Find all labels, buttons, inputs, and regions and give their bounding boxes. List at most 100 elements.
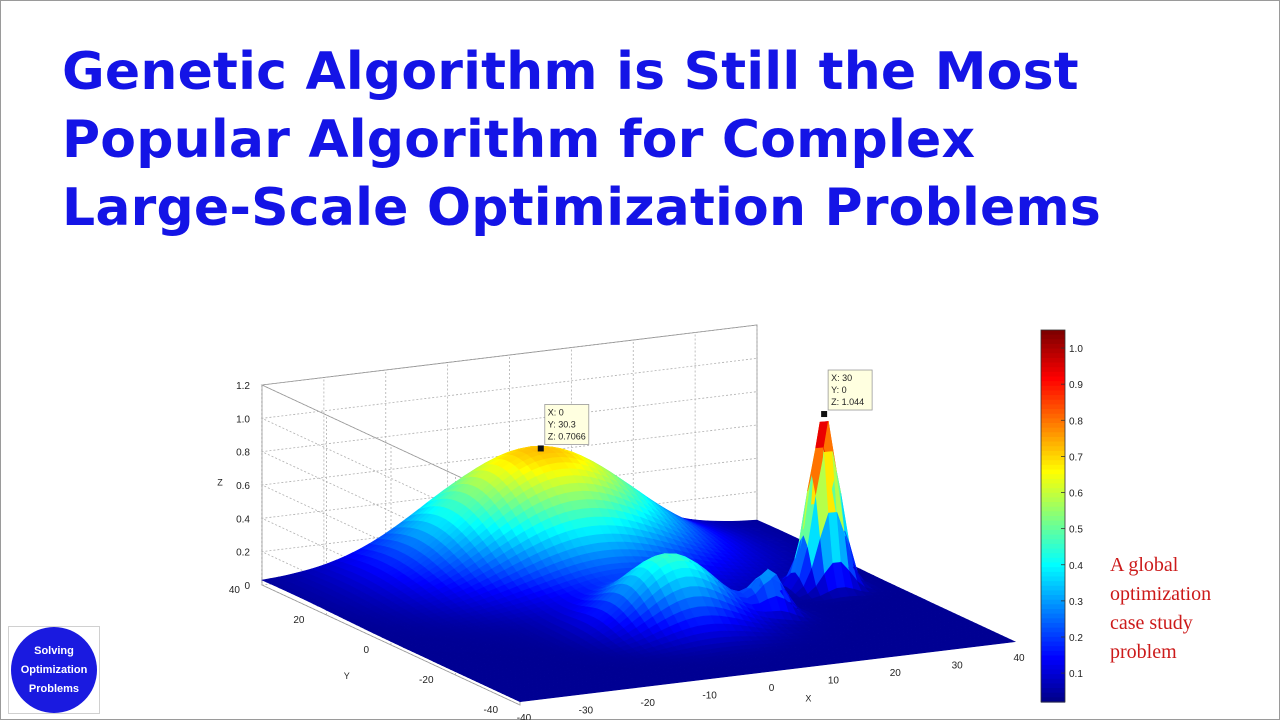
colorbar-segment [1041,613,1065,619]
y-tick-label: 40 [229,585,241,596]
colorbar-segment [1041,609,1065,615]
colorbar-segment [1041,502,1065,508]
colorbar-segment [1041,595,1065,601]
datatip-marker [537,445,544,452]
colorbar-segment [1041,590,1065,596]
logo-disk: Solving Optimization Problems [11,627,97,713]
colorbar-segment [1041,432,1065,438]
caption-line-4: problem [1110,641,1177,663]
y-tick-label: 20 [293,615,305,626]
y-tick-label: -40 [484,705,499,716]
colorbar-segment [1041,692,1065,698]
colorbar-segment [1041,497,1065,503]
colorbar-segment [1041,404,1065,410]
z-grid-line [260,357,758,539]
z-tick-label: 1.2 [236,381,250,392]
colorbar-tick-label: 0.4 [1069,561,1083,572]
colorbar-segment [1041,367,1065,373]
colorbar-segment [1041,460,1065,466]
colorbar-segment [1041,409,1065,415]
colorbar-segment [1041,548,1065,554]
title-line-1: Genetic Algorithm is Still the Most [62,42,1079,102]
colorbar-segment [1041,627,1065,633]
colorbar-segment [1041,348,1065,354]
x-tick-label: 20 [890,668,902,679]
y-axis-label: Y [344,671,350,681]
z-tick-label: 0.2 [236,548,250,559]
datatip-marker [821,411,828,418]
colorbar-segment [1041,474,1065,480]
x-tick-label: 10 [828,676,840,687]
colorbar-segment [1041,469,1065,475]
colorbar: 0.1 0.2 0.3 0.4 0.5 0.6 0.7 0.8 0.9 1.0 [1040,329,1083,703]
colorbar-segment [1041,390,1065,396]
surface-mesh [260,421,1017,703]
x-axis-label: X [805,693,811,703]
colorbar-tick-label: 0.7 [1069,452,1083,463]
colorbar-segment [1041,618,1065,624]
z-axis-label: Z [217,478,223,488]
colorbar-segment [1041,678,1065,684]
caption: A global optimization case study problem [1110,551,1260,667]
title-line-3: Large-Scale Optimization Problems [62,178,1102,238]
colorbar-segment [1041,636,1065,643]
logo-line-3: Problems [28,682,80,695]
z-tick-label: 0.8 [236,448,250,459]
colorbar-segment [1041,330,1065,336]
colorbar-segment [1041,362,1065,368]
colorbar-segment [1041,543,1065,550]
colorbar-segment [1041,557,1065,564]
colorbar-segment [1041,511,1065,517]
colorbar-segment [1041,353,1065,359]
logo-line-1: Solving [34,644,74,657]
colorbar-segment [1041,688,1065,694]
datatip-z: Z: 1.044 [831,397,864,407]
colorbar-segment [1041,650,1065,657]
caption-line-3: case study [1110,612,1193,634]
x-tick-label: -20 [641,698,656,709]
logo-line-2: Optimization [20,663,88,676]
z-tick-label: 0 [244,581,250,592]
colorbar-segment [1041,660,1065,666]
datatip-y: Y: 0 [831,385,847,395]
colorbar-tick-label: 1.0 [1069,344,1083,355]
colorbar-segment [1041,553,1065,559]
z-tick-label: 0.6 [236,481,250,492]
colorbar-tick-label: 0.2 [1069,633,1083,644]
colorbar-tick-label: 0.9 [1069,380,1083,391]
colorbar-segment [1041,450,1065,457]
colorbar-segment [1041,478,1065,485]
colorbar-segment [1041,664,1065,671]
colorbar-segment [1041,525,1065,531]
logo: Solving Optimization Problems [8,626,100,714]
y-tick-label: -20 [419,675,434,686]
colorbar-segment [1041,427,1065,433]
z-tick-label: 1.0 [236,414,250,425]
x-tick-label: -30 [579,706,594,717]
datatip-x: X: 30 [831,373,852,383]
colorbar-segment [1041,571,1065,578]
colorbar-segment [1041,492,1065,498]
colorbar-segment [1041,339,1065,345]
colorbar-segment [1041,464,1065,471]
caption-line-1: A global [1110,554,1179,576]
colorbar-segment [1041,446,1065,452]
colorbar-segment [1041,413,1065,419]
colorbar-segment [1041,646,1065,652]
x-tick-label: -10 [702,691,717,702]
colorbar-segment [1041,395,1065,401]
colorbar-segment [1041,423,1065,429]
colorbar-segment [1041,376,1065,382]
colorbar-segment [1041,436,1065,443]
colorbar-segment [1041,483,1065,489]
datatip-y: Y: 30.3 [548,419,576,429]
z-tick-label: 0.4 [236,514,250,525]
colorbar-segment [1041,604,1065,610]
colorbar-segment [1041,516,1065,522]
colorbar-tick-label: 0.6 [1069,489,1083,500]
colorbar-segment [1041,371,1065,378]
page-title: Genetic Algorithm is Still the Most Popu… [62,38,1262,242]
colorbar-tick-label: 0.8 [1069,416,1083,427]
colorbar-segment [1041,539,1065,545]
colorbar-segment [1041,334,1065,340]
